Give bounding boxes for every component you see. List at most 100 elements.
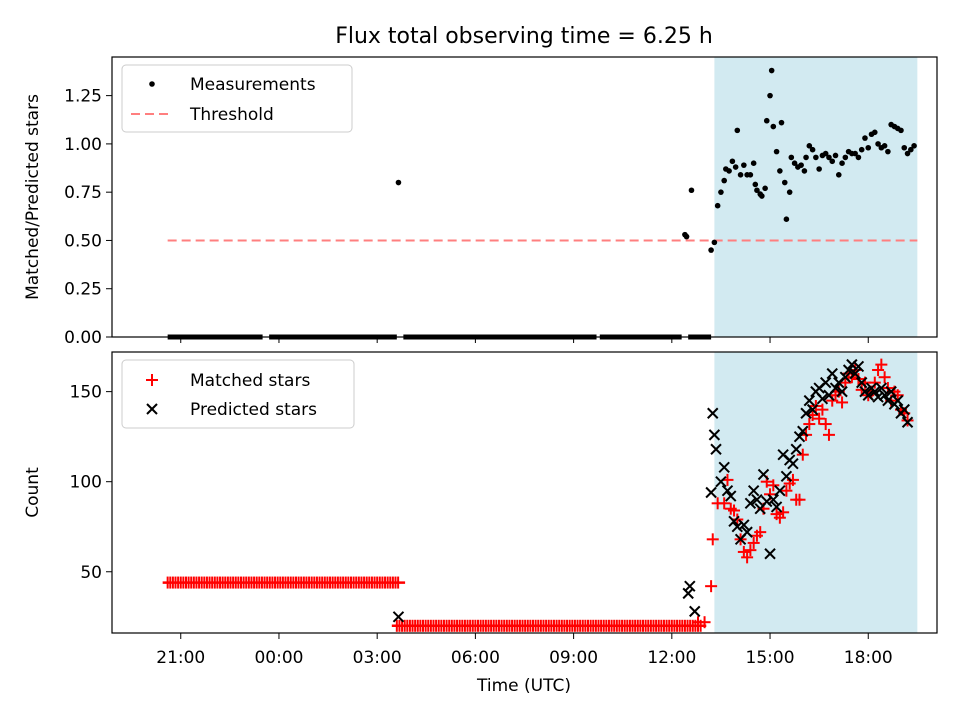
x-tick-label: 03:00 [353, 648, 402, 668]
measurement-point [911, 143, 917, 149]
measurement-point [781, 179, 788, 186]
predicted-x-b [803, 394, 816, 407]
x-tick-label: 21:00 [156, 648, 205, 668]
measurement-point [803, 154, 809, 161]
matched-star-point [819, 418, 832, 431]
predicted-star-point [761, 495, 773, 508]
predicted-star-point [855, 376, 868, 389]
measurement-point [747, 171, 754, 178]
predicted-x-b [707, 407, 719, 419]
measurement-point [777, 168, 783, 174]
predicted-star-point [849, 367, 861, 380]
predicted-x-b [882, 394, 894, 407]
matched-constant-segments [162, 576, 707, 632]
measurement-point [871, 129, 878, 136]
predicted-star-points [392, 358, 914, 623]
top-y-tick-label: 0.75 [64, 183, 102, 203]
measurement-point [852, 150, 858, 157]
predicted-star-point [803, 394, 816, 407]
predicted-x-b [885, 385, 897, 398]
measurement-point [729, 158, 736, 165]
measurement-point [829, 158, 836, 165]
measurement-point [875, 141, 881, 147]
bottom-legend-box [121, 359, 355, 429]
measurement-point [826, 154, 832, 161]
predicted-star-point [684, 580, 696, 592]
measurement-point [813, 154, 819, 161]
bottom-y-ticks: 50 100 150 [70, 383, 112, 583]
predicted-x-b [708, 429, 721, 441]
measurement-point [752, 181, 759, 188]
predicted-x-b [761, 495, 773, 508]
measurement-point [767, 92, 773, 99]
matched-star-point [803, 418, 816, 431]
predicted-x-b [731, 521, 744, 533]
count-panel: 50 100 150 Count 21:00 00:00 03:00 06:00 09:00… [23, 337, 938, 696]
highlight-span-bottom [714, 352, 918, 633]
measurement-point [904, 150, 911, 157]
bottom-y-tick-label: 150 [70, 383, 102, 403]
predicted-star-point [738, 519, 750, 531]
matched-star-point [705, 580, 718, 593]
measurement-point [809, 146, 816, 153]
measurement-point [862, 135, 868, 141]
measurement-point [708, 247, 714, 253]
predicted-x-b [684, 580, 696, 592]
measurement-point [839, 160, 845, 167]
matched-star-point [796, 448, 809, 461]
matched-star-point [698, 616, 711, 629]
legend-measurements: Measurements [190, 75, 316, 95]
bottom-legend: Matched stars Predicted stars [121, 359, 355, 429]
predicted-star-point [770, 501, 783, 513]
measurement-point [901, 144, 908, 151]
measurement-point [898, 127, 904, 134]
predicted-x-b [852, 360, 865, 373]
x-tick-label: 12:00 [647, 648, 696, 668]
measurement-point [881, 143, 888, 149]
matched-star-point [822, 428, 835, 441]
predicted-star-point [836, 385, 848, 398]
x-tick-label: 00:00 [254, 648, 303, 668]
predicted-x-b [836, 385, 848, 398]
matched-star-point [878, 371, 891, 384]
predicted-star-point [885, 385, 897, 398]
predicted-x-b [819, 376, 832, 389]
predicted-x-b [741, 526, 753, 538]
predicted-x-b [826, 367, 838, 380]
predicted-x-b [797, 425, 809, 437]
measurement-point [816, 166, 822, 172]
predicted-star-point [852, 360, 865, 373]
top-y-tick-label: 0.00 [64, 328, 102, 348]
legend-marker-matched [146, 374, 158, 386]
predicted-star-point [392, 611, 405, 623]
measurement-point [762, 185, 768, 192]
x-tick-label: 09:00 [549, 648, 598, 668]
predicted-x-b [846, 358, 858, 371]
predicted-x-b [725, 490, 737, 502]
predicted-star-point [708, 429, 721, 441]
measurement-point [737, 171, 744, 178]
predicted-x-b [829, 382, 842, 394]
legend-predicted: Predicted stars [190, 400, 317, 420]
measurement-point [806, 143, 813, 149]
measurement-point [711, 239, 718, 246]
bottom-y-axis-label: Count [23, 467, 43, 518]
predicted-star-point [741, 526, 753, 538]
measurement-point [783, 216, 790, 223]
predicted-star-point [872, 391, 884, 403]
measurement-point [718, 189, 724, 195]
measurement-point [750, 160, 757, 167]
matched-star-point [706, 533, 719, 546]
predicted-x-b [787, 457, 799, 470]
predicted-x-b [774, 484, 786, 497]
predicted-x-b [849, 367, 861, 380]
measurement-point [734, 127, 741, 134]
matched-star-point [718, 497, 731, 510]
measurement-point [726, 168, 732, 174]
measurement-point [768, 67, 775, 74]
predicted-x-b [800, 407, 812, 419]
predicted-x-b [898, 403, 910, 416]
chart-title: Flux total observing time = 6.25 h [335, 24, 713, 49]
predicted-star-point [731, 521, 744, 533]
predicted-x-b [770, 501, 783, 513]
